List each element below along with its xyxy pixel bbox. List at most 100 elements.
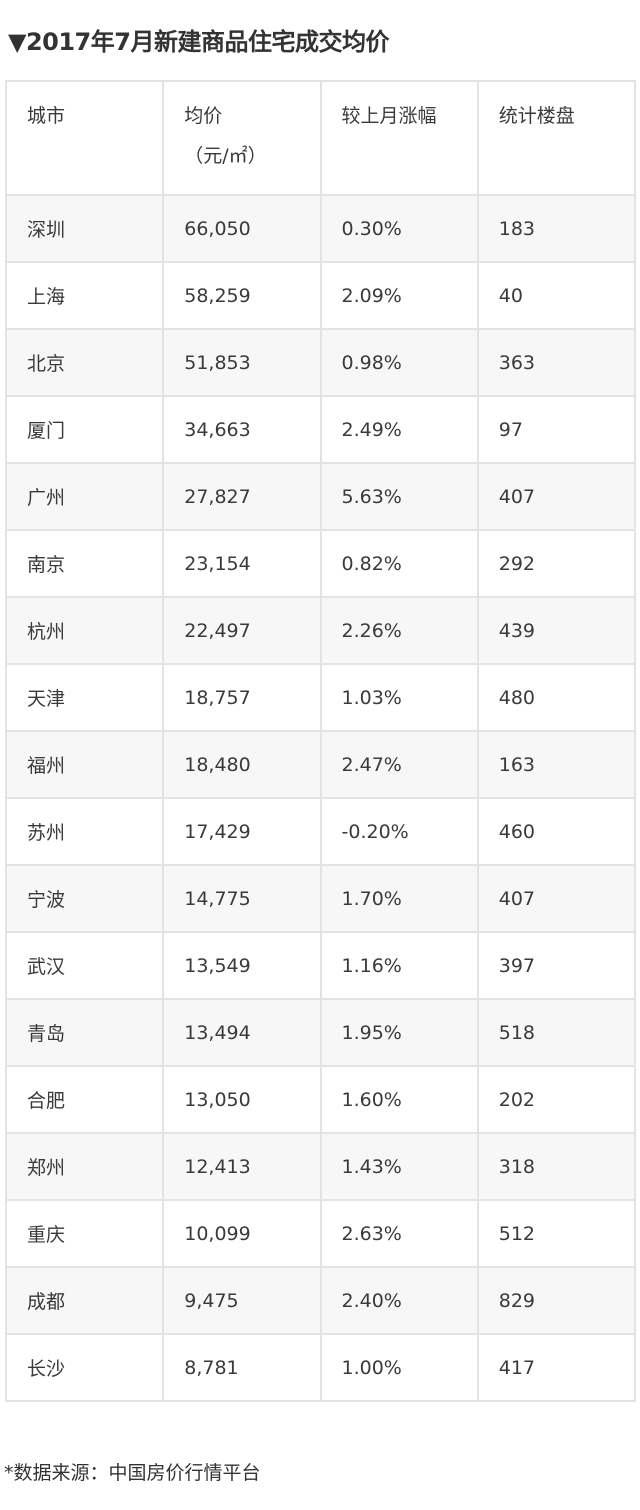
cell-change: 0.82% <box>319 529 479 598</box>
cell-change: 2.26% <box>319 596 479 665</box>
cell-projects: 202 <box>476 1065 637 1134</box>
cell-price: 51,853 <box>162 328 322 397</box>
cell-city: 郑州 <box>4 1132 165 1201</box>
cell-city: 重庆 <box>4 1199 165 1268</box>
header-price-label: 均价 <box>184 105 223 127</box>
cell-change: 2.09% <box>319 261 479 330</box>
table-row: 深圳 66,050 0.30% 183 <box>4 194 637 263</box>
table-row: 天津 18,757 1.03% 480 <box>4 663 637 732</box>
cell-price: 34,663 <box>162 395 322 464</box>
cell-change: 1.00% <box>319 1333 479 1402</box>
cell-city: 宁波 <box>4 864 165 933</box>
cell-projects: 183 <box>476 194 637 263</box>
header-city: 城市 <box>4 80 165 196</box>
cell-price: 14,775 <box>162 864 322 933</box>
table-row: 苏州 17,429 -0.20% 460 <box>4 797 637 866</box>
table-row: 福州 18,480 2.47% 163 <box>4 730 637 799</box>
table-row: 南京 23,154 0.82% 292 <box>4 529 637 598</box>
cell-change: 0.30% <box>319 194 479 263</box>
cell-projects: 318 <box>476 1132 637 1201</box>
cell-change: 1.60% <box>319 1065 479 1134</box>
cell-projects: 829 <box>476 1266 637 1335</box>
header-change: 较上月涨幅 <box>319 80 479 196</box>
cell-projects: 480 <box>476 663 637 732</box>
cell-price: 8,781 <box>162 1333 322 1402</box>
table-row: 厦门 34,663 2.49% 97 <box>4 395 637 464</box>
table-row: 宁波 14,775 1.70% 407 <box>4 864 637 933</box>
cell-price: 13,549 <box>162 931 322 1000</box>
cell-price: 12,413 <box>162 1132 322 1201</box>
table-row: 长沙 8,781 1.00% 417 <box>4 1333 637 1402</box>
header-price: 均价 （元/㎡） <box>162 80 322 196</box>
cell-change: 1.43% <box>319 1132 479 1201</box>
cell-city: 天津 <box>4 663 165 732</box>
cell-change: 1.03% <box>319 663 479 732</box>
table-row: 成都 9,475 2.40% 829 <box>4 1266 637 1335</box>
cell-price: 18,757 <box>162 663 322 732</box>
cell-city: 武汉 <box>4 931 165 1000</box>
header-price-unit: （元/㎡） <box>184 145 267 167</box>
cell-change: 5.63% <box>319 462 479 531</box>
cell-projects: 97 <box>476 395 637 464</box>
cell-projects: 439 <box>476 596 637 665</box>
cell-change: 1.70% <box>319 864 479 933</box>
table-row: 上海 58,259 2.09% 40 <box>4 261 637 330</box>
cell-city: 青岛 <box>4 998 165 1067</box>
cell-projects: 163 <box>476 730 637 799</box>
cell-city: 长沙 <box>4 1333 165 1402</box>
cell-city: 广州 <box>4 462 165 531</box>
cell-change: 2.63% <box>319 1199 479 1268</box>
table-row: 杭州 22,497 2.26% 439 <box>4 596 637 665</box>
cell-city: 杭州 <box>4 596 165 665</box>
cell-city: 成都 <box>4 1266 165 1335</box>
cell-city: 福州 <box>4 730 165 799</box>
source-footnote: *数据来源：中国房价行情平台 <box>4 1462 261 1484</box>
cell-price: 13,050 <box>162 1065 322 1134</box>
cell-change: 2.47% <box>319 730 479 799</box>
cell-city: 上海 <box>4 261 165 330</box>
cell-change: 1.95% <box>319 998 479 1067</box>
table-row: 广州 27,827 5.63% 407 <box>4 462 637 531</box>
table-row: 武汉 13,549 1.16% 397 <box>4 931 637 1000</box>
cell-city: 厦门 <box>4 395 165 464</box>
cell-city: 深圳 <box>4 194 165 263</box>
table-row: 合肥 13,050 1.60% 202 <box>4 1065 637 1134</box>
cell-city: 苏州 <box>4 797 165 866</box>
cell-projects: 407 <box>476 462 637 531</box>
cell-price: 10,099 <box>162 1199 322 1268</box>
price-table: 城市 均价 （元/㎡） 较上月涨幅 统计楼盘 深圳 66,050 0.30% 183 上海… <box>4 80 637 1402</box>
cell-price: 58,259 <box>162 261 322 330</box>
cell-price: 66,050 <box>162 194 322 263</box>
table-title: ▼2017年7月新建商品住宅成交均价 <box>8 28 389 56</box>
cell-change: 0.98% <box>319 328 479 397</box>
cell-projects: 40 <box>476 261 637 330</box>
cell-projects: 397 <box>476 931 637 1000</box>
cell-projects: 417 <box>476 1333 637 1402</box>
table-row: 北京 51,853 0.98% 363 <box>4 328 637 397</box>
table-row: 重庆 10,099 2.63% 512 <box>4 1199 637 1268</box>
cell-price: 18,480 <box>162 730 322 799</box>
header-row: 城市 均价 （元/㎡） 较上月涨幅 统计楼盘 <box>4 80 637 196</box>
cell-projects: 518 <box>476 998 637 1067</box>
cell-city: 北京 <box>4 328 165 397</box>
cell-city: 南京 <box>4 529 165 598</box>
cell-price: 17,429 <box>162 797 322 866</box>
cell-change: 2.40% <box>319 1266 479 1335</box>
header-projects: 统计楼盘 <box>476 80 637 196</box>
cell-price: 9,475 <box>162 1266 322 1335</box>
cell-change: 2.49% <box>319 395 479 464</box>
cell-price: 13,494 <box>162 998 322 1067</box>
table-row: 青岛 13,494 1.95% 518 <box>4 998 637 1067</box>
cell-change: -0.20% <box>319 797 479 866</box>
cell-projects: 363 <box>476 328 637 397</box>
cell-price: 23,154 <box>162 529 322 598</box>
cell-price: 27,827 <box>162 462 322 531</box>
cell-change: 1.16% <box>319 931 479 1000</box>
cell-projects: 292 <box>476 529 637 598</box>
cell-city: 合肥 <box>4 1065 165 1134</box>
cell-projects: 460 <box>476 797 637 866</box>
cell-projects: 512 <box>476 1199 637 1268</box>
cell-price: 22,497 <box>162 596 322 665</box>
table-row: 郑州 12,413 1.43% 318 <box>4 1132 637 1201</box>
cell-projects: 407 <box>476 864 637 933</box>
